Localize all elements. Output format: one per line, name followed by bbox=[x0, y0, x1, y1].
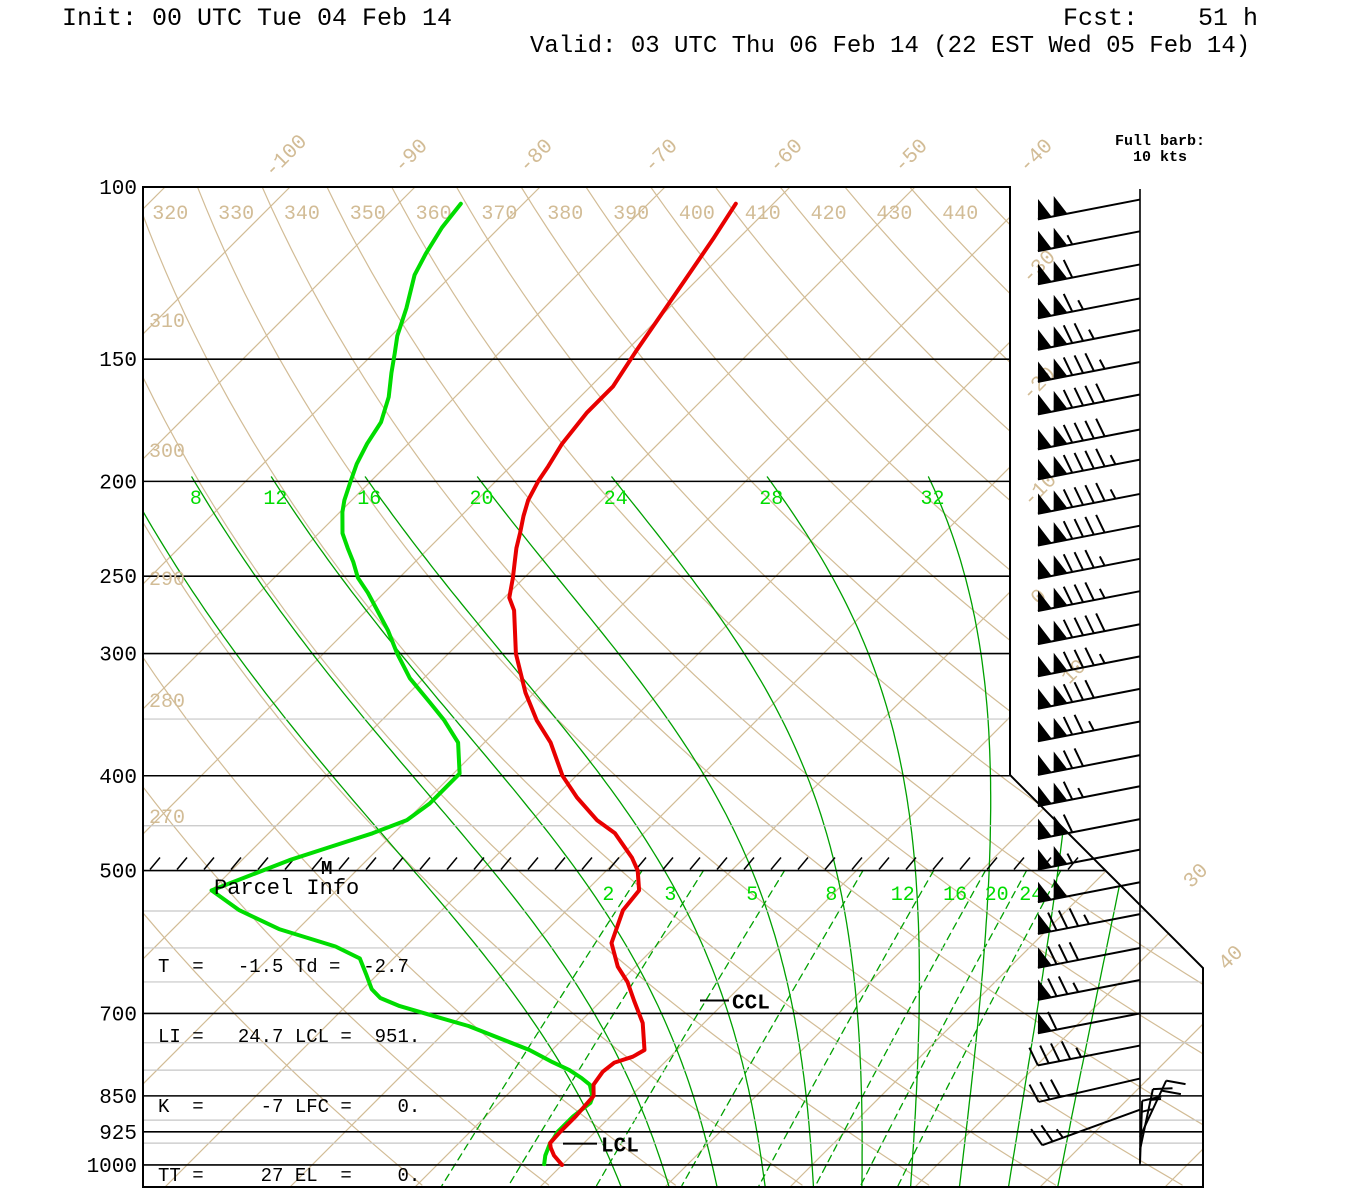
level-annotations: LCL CCL M bbox=[321, 858, 770, 1159]
svg-text:400: 400 bbox=[99, 767, 137, 790]
svg-text:40: 40 bbox=[1215, 942, 1249, 976]
svg-text:8: 8 bbox=[190, 488, 202, 511]
parcel-line: TT = 27 EL = 0. bbox=[158, 1165, 421, 1188]
svg-text:270: 270 bbox=[149, 807, 185, 830]
svg-text:24: 24 bbox=[604, 488, 628, 511]
svg-text:390: 390 bbox=[613, 203, 649, 226]
init-time-label: Init: 00 UTC Tue 04 Feb 14 bbox=[62, 4, 453, 33]
barb-legend-line2: 10 kts bbox=[1132, 149, 1187, 166]
svg-text:350: 350 bbox=[350, 203, 386, 226]
parcel-info-lines: T = -1.5 Td = -2.7 LI = 24.7 LCL = 951. … bbox=[158, 910, 420, 1200]
svg-text:500: 500 bbox=[99, 862, 137, 885]
svg-text:M: M bbox=[321, 858, 332, 880]
svg-text:28: 28 bbox=[759, 488, 783, 511]
moist-adiabat-lines bbox=[143, 476, 1188, 1187]
mixing-ratio-lines bbox=[441, 869, 1062, 1187]
svg-text:430: 430 bbox=[876, 203, 912, 226]
parcel-line: LI = 24.7 LCL = 951. bbox=[158, 1026, 421, 1049]
svg-text:330: 330 bbox=[218, 203, 254, 226]
svg-text:440: 440 bbox=[942, 203, 978, 226]
svg-text:32: 32 bbox=[921, 488, 945, 511]
svg-text:700: 700 bbox=[99, 1004, 137, 1027]
parcel-info-title: Parcel Info bbox=[214, 876, 360, 901]
svg-text:-100: -100 bbox=[261, 131, 313, 183]
barb-legend-line1: Full barb: bbox=[1114, 133, 1205, 150]
svg-text:280: 280 bbox=[149, 691, 185, 714]
parcel-line: K = -7 LFC = 0. bbox=[158, 1095, 421, 1118]
svg-text:16: 16 bbox=[357, 488, 381, 511]
svg-text:850: 850 bbox=[99, 1087, 137, 1110]
svg-text:360: 360 bbox=[416, 203, 452, 226]
wind-barb-legend: Full barb: 10 kts bbox=[1095, 134, 1225, 166]
svg-text:-60: -60 bbox=[765, 135, 808, 178]
svg-text:20: 20 bbox=[470, 488, 494, 511]
svg-text:CCL: CCL bbox=[732, 992, 770, 1015]
dewpoint-curve bbox=[209, 201, 595, 1167]
svg-text:20: 20 bbox=[985, 884, 1009, 907]
plot-border bbox=[142, 186, 1204, 1188]
svg-text:300: 300 bbox=[99, 645, 137, 668]
svg-text:200: 200 bbox=[99, 472, 137, 495]
svg-text:3: 3 bbox=[664, 884, 676, 907]
svg-text:5: 5 bbox=[746, 884, 758, 907]
svg-text:370: 370 bbox=[481, 203, 517, 226]
svg-text:-90: -90 bbox=[390, 135, 433, 178]
svg-text:380: 380 bbox=[547, 203, 583, 226]
svg-text:16: 16 bbox=[943, 884, 967, 907]
svg-text:LCL: LCL bbox=[601, 1136, 639, 1159]
svg-text:8: 8 bbox=[825, 884, 837, 907]
svg-text:340: 340 bbox=[284, 203, 320, 226]
svg-text:300: 300 bbox=[149, 441, 185, 464]
svg-text:410: 410 bbox=[745, 203, 781, 226]
svg-text:420: 420 bbox=[811, 203, 847, 226]
svg-text:290: 290 bbox=[149, 569, 185, 592]
svg-text:925: 925 bbox=[99, 1123, 137, 1146]
svg-text:24: 24 bbox=[1019, 884, 1043, 907]
svg-text:150: 150 bbox=[99, 350, 137, 373]
svg-text:1000: 1000 bbox=[87, 1156, 137, 1179]
svg-text:-80: -80 bbox=[515, 135, 558, 178]
svg-text:12: 12 bbox=[263, 488, 287, 511]
temperature-curve bbox=[507, 201, 738, 1167]
svg-text:310: 310 bbox=[149, 311, 185, 334]
svg-text:2: 2 bbox=[602, 884, 614, 907]
wind-barbs bbox=[1028, 189, 1186, 1165]
valid-time-label: Valid: 03 UTC Thu 06 Feb 14 (22 EST Wed … bbox=[530, 33, 1251, 60]
svg-text:12: 12 bbox=[891, 884, 915, 907]
svg-text:250: 250 bbox=[99, 567, 137, 590]
forecast-hour-label: Fcst: 51 h bbox=[1063, 4, 1259, 33]
svg-text:-70: -70 bbox=[640, 135, 683, 178]
svg-text:400: 400 bbox=[679, 203, 715, 226]
svg-text:320: 320 bbox=[152, 203, 188, 226]
svg-text:100: 100 bbox=[99, 178, 137, 201]
svg-text:-50: -50 bbox=[890, 135, 933, 178]
svg-text:30: 30 bbox=[1180, 860, 1214, 894]
svg-text:-40: -40 bbox=[1015, 135, 1058, 178]
parcel-line: T = -1.5 Td = -2.7 bbox=[158, 956, 409, 979]
